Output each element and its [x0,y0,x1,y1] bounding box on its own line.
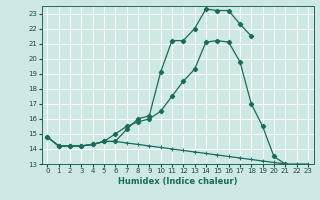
X-axis label: Humidex (Indice chaleur): Humidex (Indice chaleur) [118,177,237,186]
